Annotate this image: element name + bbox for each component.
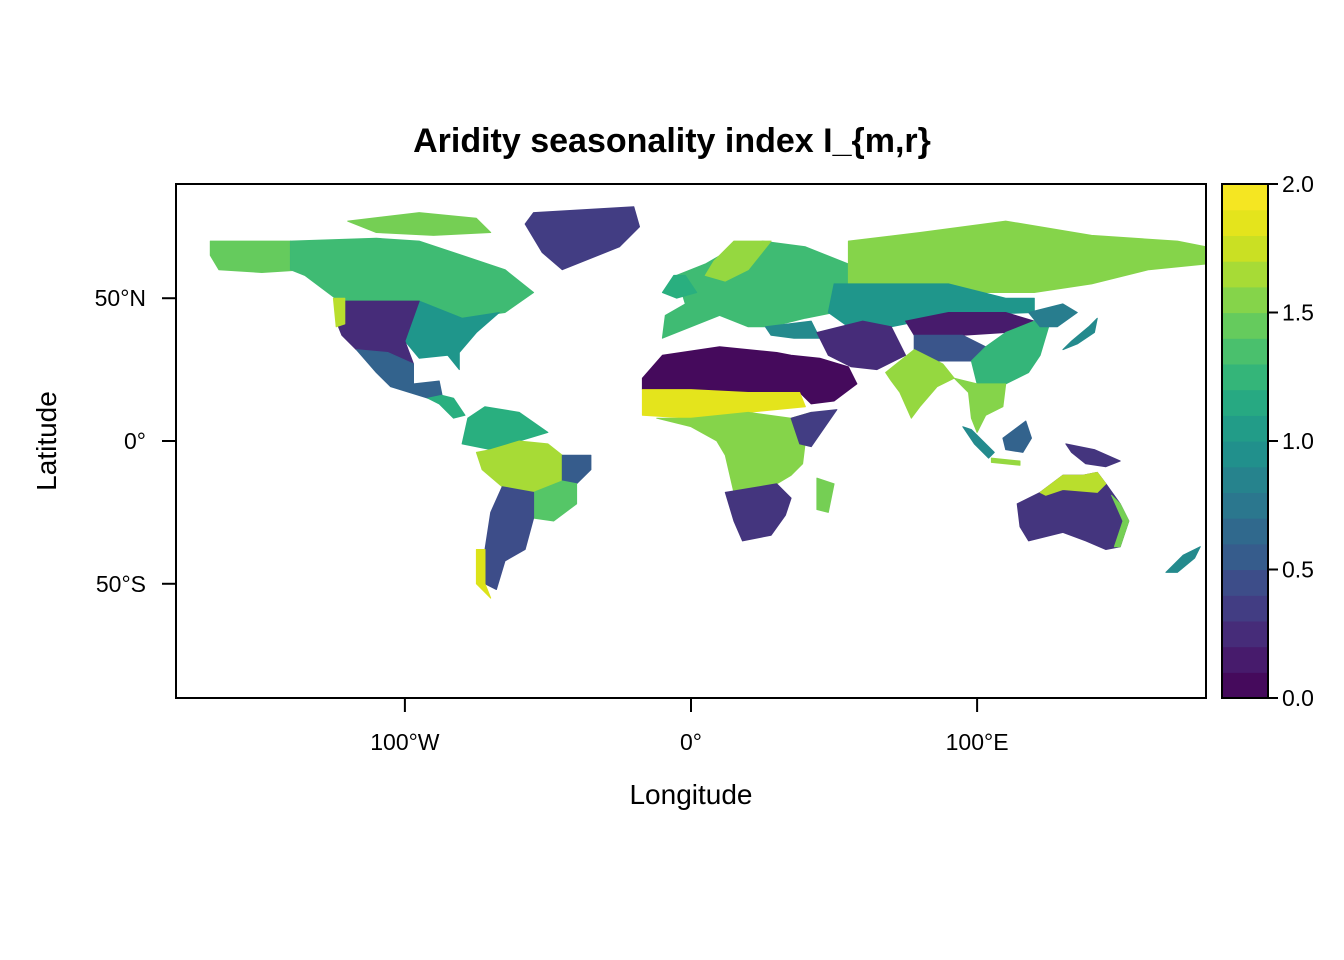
colorbar-swatch (1222, 518, 1268, 545)
colorbar-tick-label: 1.0 (1282, 428, 1314, 454)
colorbar-swatch (1222, 466, 1268, 493)
colorbar-swatch (1222, 569, 1268, 596)
region-java (990, 457, 1021, 466)
colorbar-swatch (1222, 672, 1268, 699)
region-northeast-brazil (561, 454, 592, 485)
colorbar-swatch (1222, 209, 1268, 236)
region-iran-and-central-asia-dry (816, 320, 907, 371)
colorbar-swatch (1222, 492, 1268, 519)
colorbar-swatch (1222, 312, 1268, 339)
x-tick-label: 100°E (946, 729, 1009, 755)
x-axis-ticks: 100°W 0° 100°E (370, 698, 1009, 755)
region-new-zealand (1165, 546, 1201, 573)
y-axis-ticks: 50°N 0° 50°S (95, 285, 176, 597)
region-sumatra (962, 426, 995, 459)
region-uk-and-ireland (661, 274, 698, 299)
colorbar-swatch (1222, 261, 1268, 288)
map-raster-layer (209, 206, 1206, 599)
region-japan (1062, 317, 1098, 351)
region-madagascar (816, 477, 835, 513)
colorbar-swatch (1222, 338, 1268, 365)
region-sahel (641, 389, 806, 419)
colorbar-tick-label: 0.0 (1282, 685, 1314, 711)
region-northern-south-america (461, 406, 549, 451)
colorbar-swatch (1222, 363, 1268, 391)
y-tick-label: 50°S (96, 571, 146, 597)
region-india (885, 349, 955, 419)
region-southern-africa (724, 483, 792, 542)
region-southeast-asia (953, 377, 1007, 433)
y-tick-label: 0° (124, 428, 146, 454)
region-northeast-china (1028, 303, 1078, 328)
colorbar-swatch (1222, 646, 1268, 673)
colorbar-swatch (1222, 620, 1268, 648)
region-scandinavia (704, 240, 772, 282)
region-borneo (1002, 420, 1032, 453)
region-mediterranean-turkey (764, 320, 821, 339)
colorbar-swatch (1222, 543, 1268, 571)
chart-title: Aridity seasonality index I_{m,r} (413, 122, 931, 160)
region-siberia (847, 220, 1206, 293)
region-northern-australia (1039, 471, 1107, 496)
region-arctic-archipelago (347, 212, 492, 236)
region-greenland (524, 206, 640, 271)
colorbar-tick-label: 0.5 (1282, 557, 1314, 583)
region-central-africa (656, 411, 812, 493)
y-tick-label: 50°N (95, 285, 146, 311)
colorbar-swatch (1222, 235, 1268, 262)
colorbar: 0.0 0.5 1.0 1.5 2.0 (1221, 171, 1314, 711)
region-eastern-usa (404, 300, 500, 371)
y-axis-label: Latitude (31, 391, 62, 491)
region-pacific-northwest-coast (332, 297, 346, 328)
region-central-america (427, 394, 466, 419)
region-east-africa-dry (790, 409, 838, 448)
colorbar-swatch (1222, 389, 1268, 416)
colorbar-swatch (1222, 184, 1268, 211)
colorbar-swatch (1222, 595, 1268, 622)
colorbar-tick-label: 2.0 (1282, 171, 1314, 197)
region-new-guinea (1065, 443, 1121, 468)
colorbar-swatch (1222, 415, 1268, 442)
x-tick-label: 100°W (370, 729, 440, 755)
region-eastern-australia-coast (1111, 494, 1130, 548)
region-chile-coast (475, 549, 492, 599)
region-mexico (355, 349, 443, 399)
colorbar-tick-label: 1.5 (1282, 300, 1314, 326)
x-tick-label: 0° (680, 729, 702, 755)
region-canada (289, 237, 535, 319)
region-southern-south-america (484, 486, 535, 590)
colorbar-swatch (1222, 441, 1268, 468)
x-axis-label: Longitude (629, 779, 752, 810)
colorbar-swatch (1222, 286, 1268, 314)
